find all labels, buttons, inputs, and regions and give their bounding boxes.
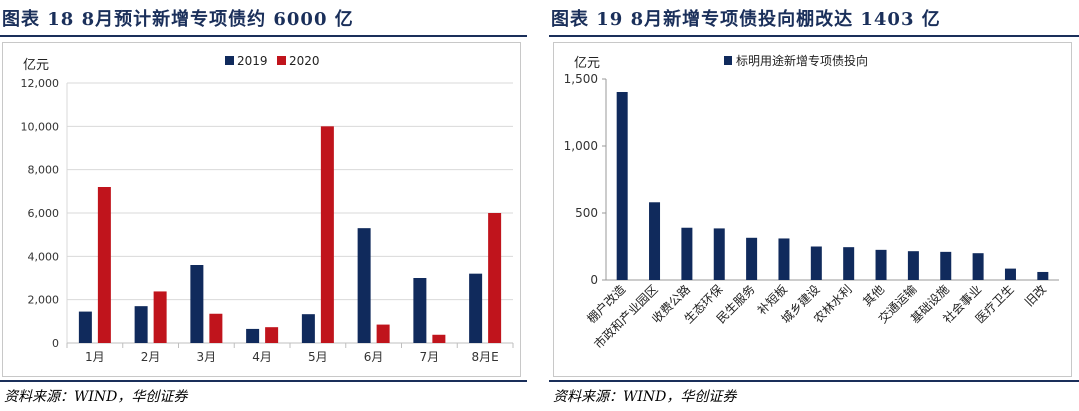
right-bar [810,246,822,280]
left-bar-2020 [209,313,223,343]
right-bar [972,253,984,280]
right-figure: 图表 19 8月新增专项债投向棚改达 1403 亿 亿元 0 500 1,000 1,5… [549,0,1079,411]
right-source-rule [549,380,1079,382]
left-figure-title: 图表 18 8月预计新增专项债约 6000 亿 [2,9,354,30]
left-x-tick-label: 8月E [472,350,499,364]
right-y-axis-unit: 亿元 [574,56,600,71]
right-legend-swatch [724,56,732,65]
right-bar [1037,271,1049,280]
right-y-tick-label: 0 [590,273,598,287]
left-x-tick-label: 7月 [420,350,440,364]
left-y-tick-label: 8,000 [28,164,60,177]
left-x-tick-label: 4月 [252,350,272,364]
right-x-tick-label: 旧改 [1022,282,1049,309]
left-bar-2019 [469,273,483,343]
right-bar [907,251,919,280]
right-y-tick-label: 500 [575,206,598,220]
right-bar [616,91,628,280]
right-bar-chart: 亿元05001,0001,500棚户改造市政和产业园区收费公路生态环保民生服务补… [564,53,1059,352]
left-x-tick-label: 6月 [364,350,384,364]
left-title-rule [0,35,527,37]
left-legend-label: 2019 [237,54,268,68]
right-bar [843,247,855,280]
left-y-tick-label: 0 [52,337,59,350]
left-bar-2019 [134,306,148,343]
left-legend-swatch-2020 [277,56,286,65]
left-bar-2020 [376,324,390,343]
right-title-rule [549,35,1079,37]
left-bar-2019 [190,265,204,343]
right-bar [875,249,887,280]
left-legend-label: 2020 [289,54,320,68]
left-source-note: 资料来源：WIND，华创证券 [4,389,188,405]
left-x-tick-label: 5月 [308,350,328,364]
right-bar [1004,268,1016,280]
left-bar-2019 [413,278,427,343]
right-chart-frame: 亿元 0 500 1,000 1,500 棚户改造 市政和产业园区 收费公路 生态环保 民生服务补… [553,42,1072,377]
left-bar-chart: 亿元 0 2,000 4,000 6,000 8,000 10,000 12,000 1月 2月 3… [21,54,514,364]
right-legend-label: 标明用途新增专项债投向 [736,53,868,68]
right-x-tick-label: 其他 [860,282,887,309]
left-y-tick-label: 12,000 [21,77,60,90]
left-y-tick-label: 4,000 [28,250,60,263]
left-bar-2019 [78,311,92,343]
left-bar-2019 [301,314,315,343]
right-figure-title: 图表 19 8月新增专项债投向棚改达 1403 亿 [551,9,941,30]
left-y-tick-label: 2,000 [28,294,60,307]
right-bar [649,202,661,280]
right-bar [681,227,693,280]
right-source-note: 资料来源：WIND，华创证券 [553,389,737,405]
left-legend-swatch-2019 [225,56,234,65]
left-bar-2020 [265,327,279,343]
left-y-tick-label: 6,000 [28,207,60,220]
left-chart-frame: 亿元 0 2,000 4,000 6,000 8,000 10,000 12,000 1月 2月 3… [2,42,521,377]
left-y-axis-unit: 亿元 [23,58,49,73]
left-bar-2019 [246,328,260,343]
right-bar [778,238,790,280]
left-bar-2020 [432,334,446,343]
right-bar [713,228,725,280]
left-figure: 图表 18 8月预计新增专项债约 6000 亿 亿元 0 2,000 4,000 6,0… [0,0,527,411]
right-y-tick-label: 1,000 [564,139,598,153]
left-y-tick-label: 10,000 [21,120,60,133]
left-x-tick-label: 2月 [141,350,161,364]
right-bar [940,251,952,280]
right-y-tick-label: 1,500 [564,72,598,86]
left-bar-2020 [320,126,334,343]
left-bar-2020 [488,213,502,343]
left-x-tick-label: 1月 [85,350,105,364]
left-bar-2020 [97,187,111,343]
left-x-tick-label: 3月 [197,350,217,364]
right-bar [746,237,758,280]
left-bar-2020 [153,291,167,343]
left-bar-2019 [357,228,371,343]
left-source-rule [0,380,527,382]
